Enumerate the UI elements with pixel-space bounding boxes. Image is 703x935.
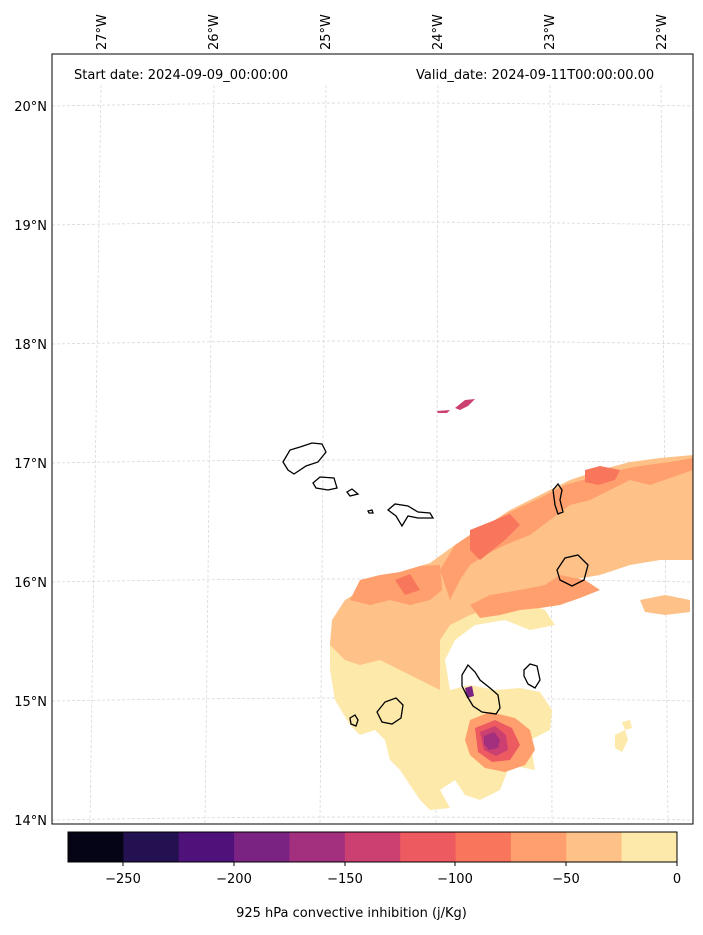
lon-labels: 27°W 26°W 25°W 24°W 23°W 22°W (95, 14, 670, 50)
colorbar-tick-labels: −250 −200 −150 −100 −50 0 (105, 872, 681, 887)
start-date-label: Start date: 2024-09-09_00:00:00 (74, 68, 288, 83)
island-sal (552, 482, 564, 515)
colorbar-swatch (510, 832, 567, 862)
colorbar-tick-label: −100 (437, 872, 473, 887)
lat-label: 16°N (14, 576, 47, 591)
island-sao-nicolau (386, 503, 435, 528)
lat-label: 19°N (14, 219, 47, 234)
colorbar-swatch (178, 832, 235, 862)
colorbar-title: 925 hPa convective inhibition (j/Kg) (236, 906, 467, 921)
colorbar-tick-label: −150 (327, 872, 363, 887)
island-sao-nicolau-w (367, 509, 374, 514)
cin-region-50-75c (470, 575, 600, 618)
colorbar-ticks (122, 862, 678, 866)
lat-label: 20°N (14, 100, 47, 115)
cin-fringe-e1 (615, 730, 628, 752)
colorbar-tick-label: −250 (105, 872, 141, 887)
colorbar (67, 831, 678, 863)
colorbar-swatch (566, 832, 623, 862)
map-frame (51, 53, 694, 825)
cin-core-center (484, 732, 500, 750)
cin-patch-s1 (465, 686, 474, 698)
island-boa-vista (556, 554, 589, 587)
island-santo-antao (282, 442, 327, 475)
colorbar-tick-label: 0 (673, 872, 681, 887)
lat-label: 17°N (14, 457, 47, 472)
lat-label: 18°N (14, 338, 47, 353)
coastlines (282, 442, 589, 727)
island-sao-vicente (312, 476, 338, 491)
colorbar-swatch (455, 832, 512, 862)
island-fogo (376, 697, 404, 725)
cin-region-25-50 (330, 455, 693, 690)
lon-label: 25°W (319, 14, 334, 50)
cin-fringe-e3 (640, 595, 690, 615)
cin-region-75-100 (470, 514, 520, 560)
lon-label: 23°W (543, 14, 558, 50)
lat-label: 15°N (14, 695, 47, 710)
island-maio (523, 663, 541, 689)
island-santa-luzia (346, 488, 360, 497)
colorbar-swatch (289, 832, 346, 862)
island-brava (349, 714, 359, 727)
valid-date-label: Valid_date: 2024-09-11T00:00:00.00 (416, 68, 654, 83)
cin-region-50-75b (350, 565, 442, 605)
lat-labels: 20°N 19°N 18°N 17°N 16°N 15°N 14°N (14, 100, 47, 829)
colorbar-swatch (123, 832, 180, 862)
lon-label: 24°W (431, 14, 446, 50)
cin-field (330, 399, 693, 810)
colorbar-swatch (400, 832, 457, 862)
cin-region-75-100b (585, 466, 620, 485)
cin-fringe-e2 (622, 720, 632, 730)
lon-label: 27°W (95, 14, 110, 50)
cin-patch-n2 (437, 410, 450, 413)
cin-region-75-100c (395, 574, 420, 595)
colorbar-swatch (621, 832, 678, 862)
colorbar-tick-label: −200 (216, 872, 252, 887)
cin-patch-n1 (455, 399, 475, 410)
colorbar-swatch (344, 832, 401, 862)
lon-label: 26°W (207, 14, 222, 50)
lat-label: 14°N (14, 814, 47, 829)
colorbar-border (67, 831, 678, 863)
island-santiago (461, 663, 501, 715)
colorbar-swatch (68, 832, 124, 862)
colorbar-swatch (234, 832, 290, 862)
colorbar-tick-label: −50 (552, 872, 579, 887)
lon-label: 22°W (655, 14, 670, 50)
